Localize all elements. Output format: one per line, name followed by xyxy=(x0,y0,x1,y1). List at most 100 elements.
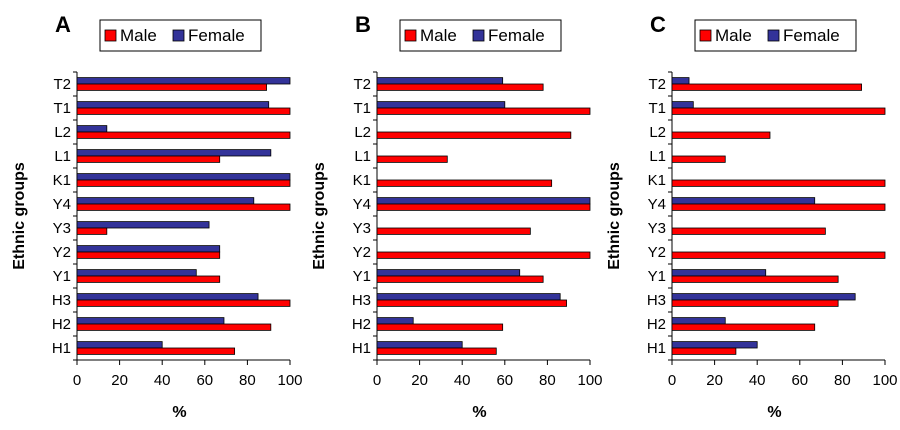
x-tick-label: 40 xyxy=(154,372,171,389)
bar-female-t1 xyxy=(671,101,694,109)
bar-male-h1 xyxy=(376,347,497,355)
bar-female-h1 xyxy=(376,341,463,349)
bar-male-y3 xyxy=(376,227,531,235)
y-tick-label: L1 xyxy=(649,148,666,165)
bar-male-h2 xyxy=(376,323,504,331)
y-tick-label: H3 xyxy=(647,292,666,309)
x-tick-label: 20 xyxy=(111,372,128,389)
x-axis-title: % xyxy=(172,404,186,421)
x-tick-label: 0 xyxy=(373,372,381,389)
x-tick-label: 60 xyxy=(196,372,213,389)
bar-female-y4 xyxy=(76,197,255,205)
y-tick-label: L1 xyxy=(54,148,71,165)
bar-male-l2 xyxy=(76,131,291,139)
bar-female-t1 xyxy=(76,101,270,109)
x-tick-label: 60 xyxy=(791,372,808,389)
bar-female-h3 xyxy=(376,293,561,301)
chart-panel-a: T2 T1 L2 L1 K1 Y4 Y3 Y2 Y1 H3 H2 H10 20 40 60 80 100% Eth… xyxy=(11,12,303,421)
y-tick-label: Y3 xyxy=(648,220,666,237)
y-tick-label: Y3 xyxy=(53,220,71,237)
bar-male-y2 xyxy=(671,251,886,259)
bar-male-h1 xyxy=(76,347,236,355)
legend-label-female: Female xyxy=(488,26,545,45)
bar-male-h3 xyxy=(76,299,291,307)
legend-swatch-male xyxy=(404,29,417,42)
x-tick-label: 80 xyxy=(239,372,256,389)
y-tick-label: L2 xyxy=(354,124,371,141)
x-tick-label: 80 xyxy=(539,372,556,389)
bar-male-t2 xyxy=(376,83,544,91)
bar-male-l1 xyxy=(671,155,726,163)
bar-female-t1 xyxy=(376,101,506,109)
x-tick-label: 40 xyxy=(454,372,471,389)
y-axis-title: Ethnic groups xyxy=(606,162,623,270)
panel-label: C xyxy=(650,12,666,37)
y-axis-title: Ethnic groups xyxy=(311,162,328,270)
y-tick-label: H1 xyxy=(352,340,371,357)
bar-female-h1 xyxy=(671,341,758,349)
bar-female-t2 xyxy=(76,77,291,85)
bar-male-y3 xyxy=(76,227,108,235)
bar-male-k1 xyxy=(671,179,886,187)
legend-swatch-female xyxy=(472,29,485,42)
y-tick-label: H1 xyxy=(647,340,666,357)
y-tick-label: Y4 xyxy=(53,196,71,213)
bar-female-h3 xyxy=(76,293,259,301)
y-tick-label: T2 xyxy=(53,76,71,93)
bar-male-t1 xyxy=(76,107,291,115)
y-tick-label: T1 xyxy=(53,100,71,117)
bar-male-y4 xyxy=(76,203,291,211)
y-tick-label: L1 xyxy=(354,148,371,165)
x-tick-label: 100 xyxy=(872,372,897,389)
y-tick-label: Y1 xyxy=(648,268,666,285)
y-tick-label: T1 xyxy=(648,100,666,117)
x-axis-title: % xyxy=(767,404,781,421)
bar-male-t1 xyxy=(671,107,886,115)
y-axis-title: Ethnic groups xyxy=(11,162,28,270)
y-tick-label: Y2 xyxy=(353,244,371,261)
bar-male-y4 xyxy=(671,203,886,211)
y-tick-label: Y1 xyxy=(53,268,71,285)
bar-female-y1 xyxy=(376,269,521,277)
x-tick-label: 40 xyxy=(749,372,766,389)
legend-label-male: Male xyxy=(715,26,752,45)
bar-female-y4 xyxy=(376,197,591,205)
y-tick-label: T2 xyxy=(353,76,371,93)
bar-male-t1 xyxy=(376,107,591,115)
legend-label-female: Female xyxy=(188,26,245,45)
bar-male-l2 xyxy=(376,131,572,139)
x-tick-label: 60 xyxy=(496,372,513,389)
bar-male-h2 xyxy=(76,323,272,331)
bar-female-t2 xyxy=(376,77,504,85)
bar-male-l1 xyxy=(376,155,448,163)
bar-male-y1 xyxy=(671,275,839,283)
bar-male-t2 xyxy=(76,83,267,91)
x-tick-label: 20 xyxy=(706,372,723,389)
bar-male-k1 xyxy=(376,179,553,187)
bar-male-y2 xyxy=(76,251,221,259)
chart-panel-c: T2 T1 L2 L1 K1 Y4 Y3 Y2 Y1 H3 H2 H10 20 40 60 80 100% Eth… xyxy=(606,12,898,421)
bar-male-h3 xyxy=(376,299,567,307)
bar-female-y1 xyxy=(76,269,197,277)
y-tick-label: K1 xyxy=(648,172,666,189)
y-tick-label: K1 xyxy=(53,172,71,189)
legend-swatch-male xyxy=(104,29,117,42)
y-tick-label: Y2 xyxy=(53,244,71,261)
bar-female-y3 xyxy=(76,221,210,229)
x-tick-label: 100 xyxy=(577,372,602,389)
bar-male-l2 xyxy=(671,131,771,139)
bar-female-h2 xyxy=(76,317,225,325)
legend-label-male: Male xyxy=(120,26,157,45)
legend-label-male: Male xyxy=(420,26,457,45)
legend-swatch-male xyxy=(699,29,712,42)
bar-male-l1 xyxy=(76,155,221,163)
y-tick-label: Y4 xyxy=(648,196,666,213)
bar-male-h1 xyxy=(671,347,737,355)
legend-swatch-female xyxy=(172,29,185,42)
bar-male-y2 xyxy=(376,251,591,259)
bar-female-l1 xyxy=(76,149,272,157)
bar-female-y4 xyxy=(671,197,816,205)
bar-female-h2 xyxy=(376,317,414,325)
legend-swatch-female xyxy=(767,29,780,42)
